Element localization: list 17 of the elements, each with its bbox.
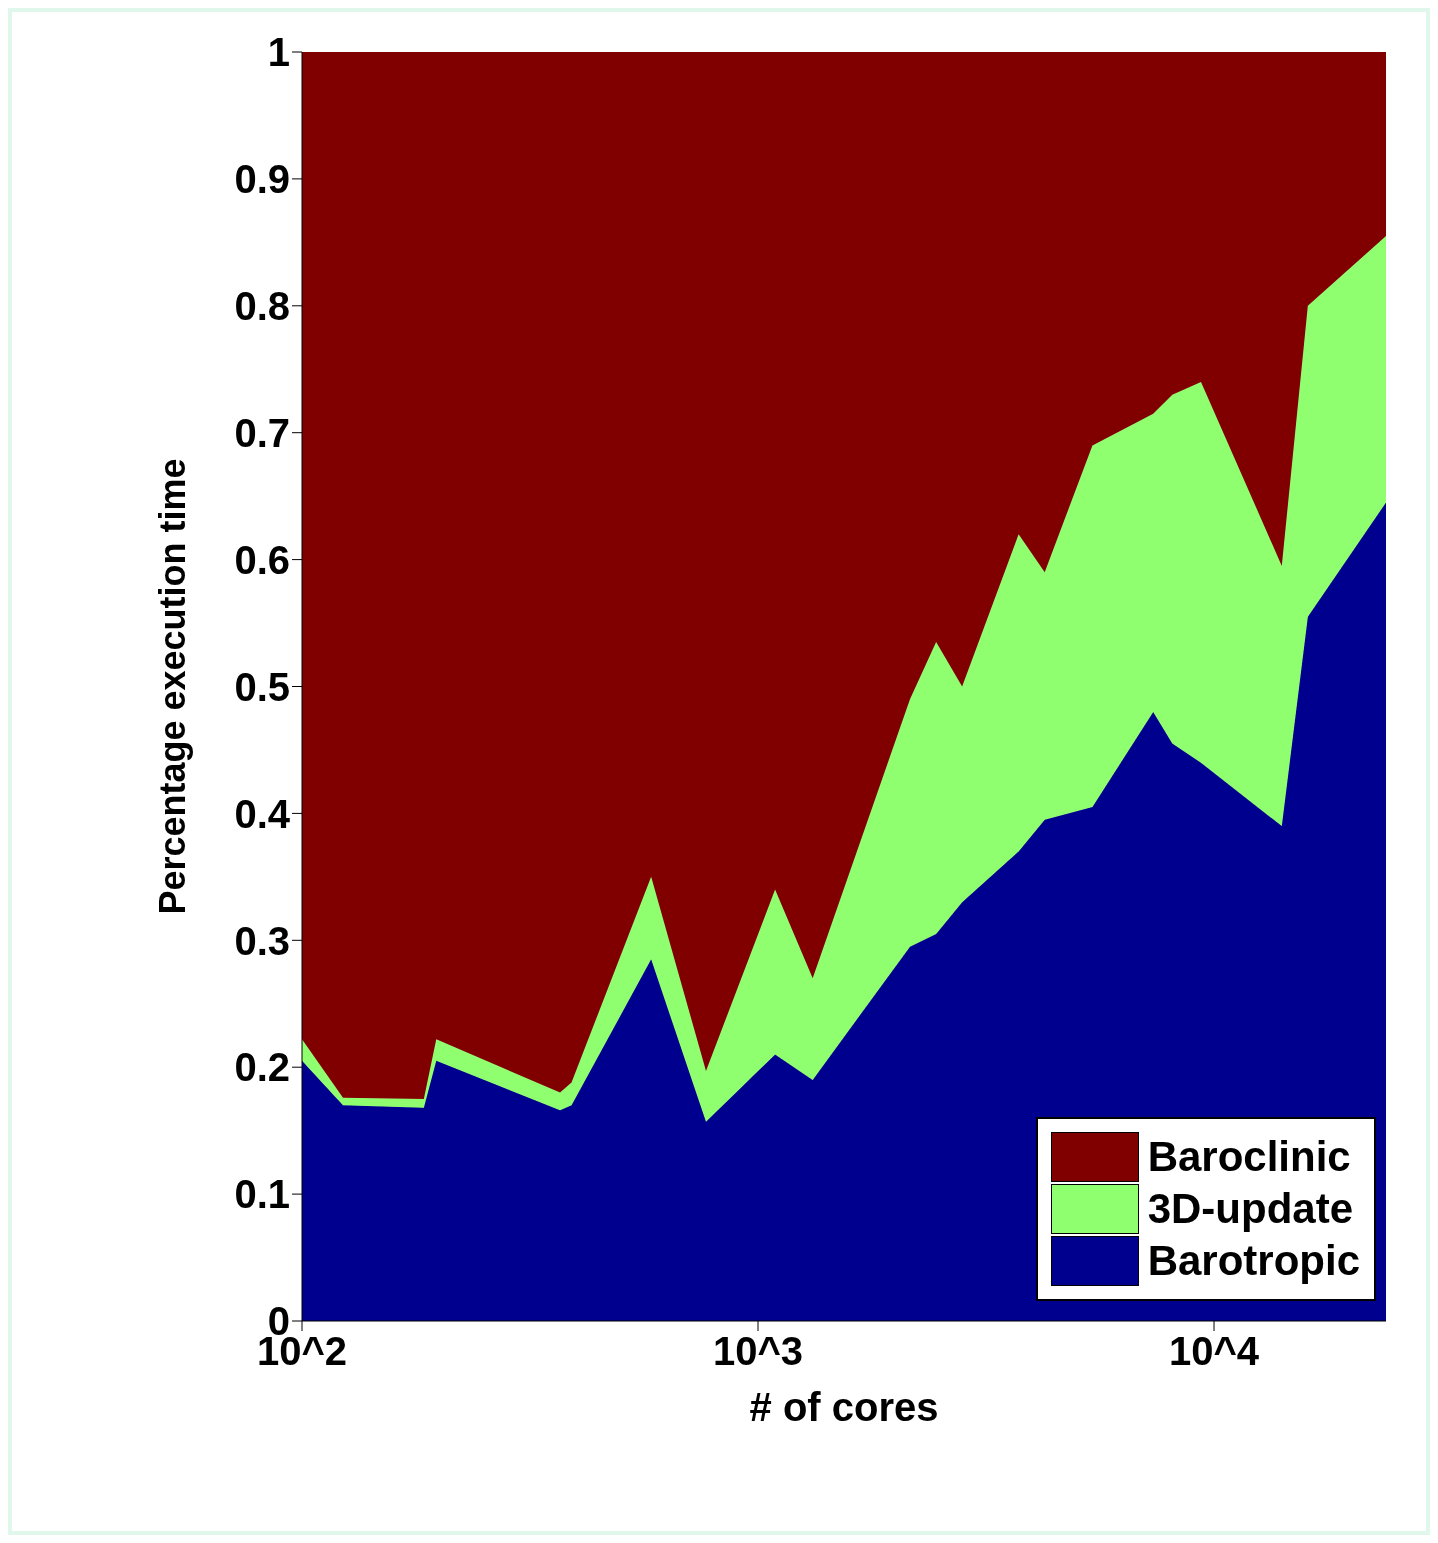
y-tick-label: 0.9 — [234, 157, 290, 202]
y-tick-label: 0.7 — [234, 410, 290, 455]
x-tick-label: 10^4 — [1168, 1329, 1260, 1374]
y-tick-label: 0.6 — [234, 537, 290, 582]
y-tick-label: 0.5 — [234, 664, 290, 709]
y-tick-label: 0.3 — [234, 918, 290, 963]
y-tick-label: 1 — [267, 30, 290, 75]
x-tick-label: 10^3 — [712, 1329, 804, 1374]
x-axis-title: # of cores — [749, 1385, 939, 1429]
y-tick-label: 0.2 — [234, 1045, 290, 1090]
y-tick-label: 0.8 — [234, 284, 290, 328]
y-tick-label: 0.1 — [234, 1172, 290, 1217]
legend-label: Baroclinic — [1147, 1133, 1351, 1181]
y-axis-title: Percentage execution time — [151, 458, 193, 915]
y-tick-label: 0.4 — [234, 791, 291, 836]
legend-label: Barotropic — [1147, 1237, 1360, 1285]
legend-label: 3D-update — [1147, 1185, 1353, 1233]
